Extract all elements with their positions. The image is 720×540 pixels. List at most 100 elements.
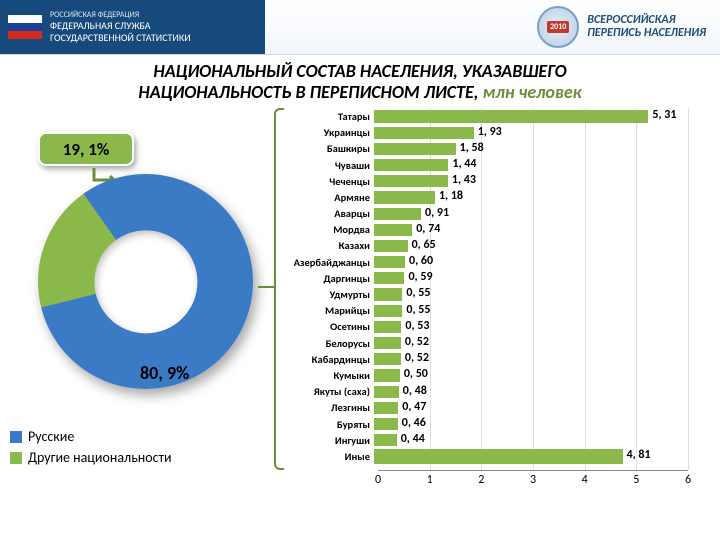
- bar-category-label: Кабардинцы: [282, 353, 374, 366]
- bar: [374, 321, 401, 333]
- bar-category-label: Лезгины: [282, 401, 374, 414]
- bar-category-label: Иные: [282, 450, 374, 463]
- bar-value-label: 0, 55: [406, 303, 430, 317]
- bar-category-label: Удмурты: [282, 288, 374, 301]
- bar-value-label: 1, 44: [452, 157, 476, 171]
- bar: [374, 305, 402, 317]
- bar-row: Якуты (саха) 0, 48: [282, 384, 702, 400]
- bar-row: Кумыки 0, 50: [282, 367, 702, 383]
- bar-row: Казахи 0, 65: [282, 238, 702, 254]
- bar-category-label: Азербайджанцы: [282, 256, 374, 269]
- bar-value-label: 1, 93: [478, 125, 502, 139]
- bar-value-label: 0, 52: [405, 335, 429, 349]
- donut-callout-minor: 19, 1%: [38, 132, 134, 166]
- bar-value-label: 0, 55: [406, 286, 430, 300]
- bar: [374, 449, 623, 463]
- bar-category-label: Украинцы: [282, 126, 374, 139]
- x-tick-label: 1: [427, 473, 433, 487]
- bar-row: Чеченцы 1, 43: [282, 173, 702, 189]
- bar-value-label: 1, 18: [439, 189, 463, 203]
- bar-value-label: 0, 47: [402, 400, 426, 414]
- bar: [374, 208, 421, 220]
- bar-value-label: 0, 44: [401, 432, 425, 446]
- bar-value-label: 1, 43: [452, 173, 476, 187]
- page-title: НАЦИОНАЛЬНЫЙ СОСТАВ НАСЕЛЕНИЯ, УКАЗАВШЕГ…: [0, 55, 720, 104]
- bar: [374, 110, 648, 122]
- x-tick-label: 0: [375, 473, 381, 487]
- bar-value-label: 0, 65: [412, 238, 436, 252]
- bar: [374, 159, 448, 171]
- bar-category-label: Осетины: [282, 320, 374, 333]
- bar-category-label: Кумыки: [282, 369, 374, 382]
- bar: [374, 337, 401, 349]
- bar: [374, 256, 405, 268]
- bar-category-label: Даргинцы: [282, 272, 374, 285]
- bar-row: Аварцы 0, 91: [282, 206, 702, 222]
- bar-row: Белорусы 0, 52: [282, 335, 702, 351]
- bar-row: Марийцы 0, 55: [282, 303, 702, 319]
- bar-row: Башкиры 1, 58: [282, 141, 702, 157]
- bar: [374, 127, 474, 139]
- bar-value-label: 0, 60: [409, 254, 433, 268]
- bar: [374, 288, 402, 300]
- bar-row: Даргинцы 0, 59: [282, 270, 702, 286]
- bar: [374, 272, 404, 284]
- bar: [374, 386, 399, 398]
- bar-row: Украинцы 1, 93: [282, 125, 702, 141]
- legend: Русские Другие национальности: [10, 424, 172, 470]
- bracket-icon: [274, 108, 284, 470]
- legend-item: Другие национальности: [10, 449, 172, 466]
- census-title: ВСЕРОССИЙСКАЯ ПЕРЕПИСЬ НАСЕЛЕНИЯ: [587, 14, 706, 39]
- bar-value-label: 0, 52: [405, 351, 429, 365]
- bar: [374, 369, 400, 381]
- bar-row: Удмурты 0, 55: [282, 286, 702, 302]
- x-tick-label: 3: [530, 473, 536, 487]
- bar-category-label: Башкиры: [282, 142, 374, 155]
- x-tick-label: 2: [478, 473, 484, 487]
- bar: [374, 175, 448, 187]
- bar-category-label: Чеченцы: [282, 175, 374, 188]
- bracket-connector: [258, 286, 274, 288]
- bar-row: Осетины 0, 53: [282, 319, 702, 335]
- agency-line2: ФЕДЕРАЛЬНАЯ СЛУЖБА: [50, 20, 191, 32]
- bar-category-label: Казахи: [282, 239, 374, 252]
- agency-block: РОССИЙСКАЯ ФЕДЕРАЦИЯ ФЕДЕРАЛЬНАЯ СЛУЖБА …: [0, 0, 265, 54]
- bar-value-label: 0, 46: [402, 416, 426, 430]
- bar-category-label: Армяне: [282, 191, 374, 204]
- bar: [374, 143, 456, 155]
- bar-category-label: Буряты: [282, 418, 374, 431]
- bar-category-label: Татары: [282, 110, 374, 123]
- bar-value-label: 0, 59: [408, 270, 432, 284]
- bar-value-label: 5, 31: [652, 108, 676, 122]
- bar-value-label: 0, 74: [416, 222, 440, 236]
- bar-category-label: Чуваши: [282, 159, 374, 172]
- bar-value-label: 0, 91: [425, 206, 449, 220]
- x-tick-label: 6: [685, 473, 691, 487]
- x-axis: 0 1 2 3 4 5 6: [378, 470, 688, 494]
- bar-category-label: Белорусы: [282, 337, 374, 350]
- bar: [374, 191, 435, 203]
- bar: [374, 418, 398, 430]
- bar-row: Лезгины 0, 47: [282, 400, 702, 416]
- bar-row: Армяне 1, 18: [282, 189, 702, 205]
- bar-value-label: 0, 48: [403, 384, 427, 398]
- bar-row: Ингуши 0, 44: [282, 432, 702, 448]
- agency-line1: РОССИЙСКАЯ ФЕДЕРАЦИЯ: [50, 11, 191, 20]
- bar-row: Буряты 0, 46: [282, 416, 702, 432]
- legend-item: Русские: [10, 428, 172, 445]
- bar-category-label: Марийцы: [282, 304, 374, 317]
- bar-category-label: Якуты (саха): [282, 385, 374, 398]
- bar-row: Кабардинцы 0, 52: [282, 351, 702, 367]
- bar-category-label: Мордва: [282, 223, 374, 236]
- bar-row: Мордва 0, 74: [282, 222, 702, 238]
- agency-line3: ГОСУДАРСТВЕННОЙ СТАТИСТИКИ: [50, 32, 191, 44]
- x-tick-label: 4: [582, 473, 588, 487]
- bar: [374, 240, 408, 252]
- bar-value-label: 4, 81: [627, 448, 651, 462]
- bar-category-label: Аварцы: [282, 207, 374, 220]
- bar-value-label: 0, 50: [404, 367, 428, 381]
- x-tick-label: 5: [633, 473, 639, 487]
- bar-category-label: Ингуши: [282, 434, 374, 447]
- bar-value-label: 1, 58: [460, 141, 484, 155]
- bar-value-label: 0, 53: [405, 319, 429, 333]
